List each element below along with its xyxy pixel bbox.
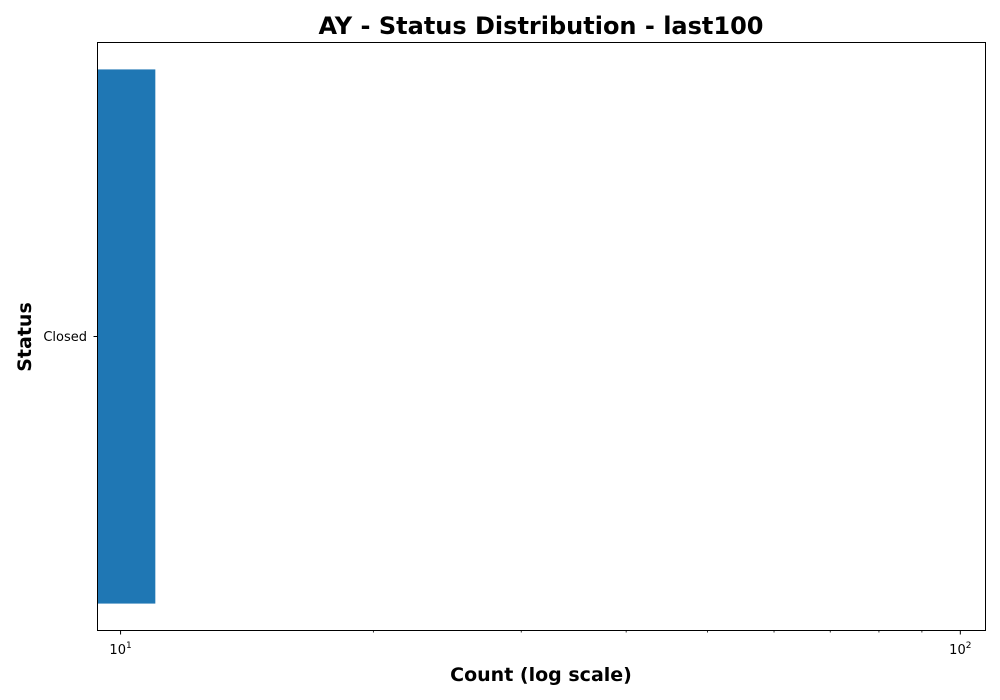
bars-group	[98, 69, 156, 604]
x-axis-ticks: 101 102	[109, 630, 971, 658]
x-tick-label: 102	[949, 641, 971, 658]
y-axis-ticks: Closed	[43, 330, 98, 345]
y-axis-label: Status	[14, 302, 36, 372]
x-axis-label: Count (log scale)	[450, 664, 632, 686]
bar-closed	[98, 69, 156, 604]
x-tick-label: 101	[109, 641, 131, 658]
chart-title: AY - Status Distribution - last100	[319, 12, 764, 40]
y-tick-label: Closed	[43, 330, 87, 345]
plot-frame	[97, 42, 986, 631]
